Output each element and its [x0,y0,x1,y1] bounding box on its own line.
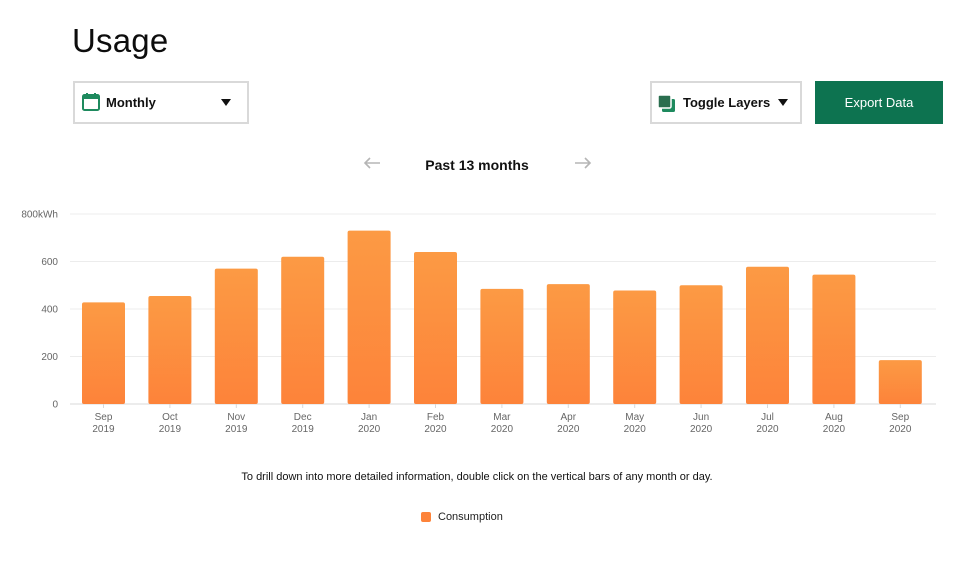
toggle-layers-label: Toggle Layers [683,95,771,110]
y-tick-label: 600 [41,257,58,268]
toggle-layers-select[interactable]: Toggle Layers [650,81,802,124]
drilldown-hint: To drill down into more detailed informa… [241,471,713,483]
bar-jun-2020[interactable] [679,285,723,404]
bar-feb-2020[interactable] [414,252,457,404]
arrow-left-icon[interactable] [363,156,381,170]
x-tick-label: Dec 2019 [292,412,315,435]
x-tick-label: Mar 2020 [491,412,514,435]
page-title: Usage [72,22,169,59]
chevron-down-icon [778,99,788,106]
bar-oct-2019[interactable] [148,295,192,404]
bar-may-2020[interactable] [613,290,657,404]
period-label: Past 13 months [425,157,529,173]
legend-item-consumption[interactable]: Consumption [421,511,503,523]
legend-swatch [421,512,431,522]
arrow-right-icon[interactable] [574,156,592,170]
x-tick-label: Aug 2020 [823,412,846,435]
bar-aug-2020[interactable] [812,274,856,404]
y-tick-label: 400 [41,305,58,316]
y-tick-label: 0 [52,400,58,411]
x-tick-label: Jul 2020 [756,412,779,435]
bar-dec-2019[interactable] [281,256,325,404]
bar-mar-2020[interactable] [480,288,524,404]
x-tick-label: Feb 2020 [424,412,447,435]
period-select-label: Monthly [106,95,156,110]
bar-nov-2019[interactable] [214,268,258,404]
usage-bar-chart: 0 200 400 600 800kWh Sep 2019 Oct 2019 Nov 2019 De… [21,210,936,435]
legend-label: Consumption [438,511,503,523]
chart-x-labels: Sep 2019 Oct 2019 Nov 2019 Dec 2019 Jan 2020 Feb 20… [92,404,912,435]
bar-sep-2020[interactable] [878,360,922,404]
bar-apr-2020[interactable] [546,284,590,404]
x-tick-label: Sep 2020 [889,412,912,435]
bar-jan-2020[interactable] [347,230,391,404]
x-tick-label: May 2020 [624,412,647,435]
y-tick-label: 200 [41,352,58,363]
bar-sep-2019[interactable] [82,302,125,404]
calendar-icon [82,93,100,111]
chart-bars [82,230,922,404]
x-tick-label: Nov 2019 [225,412,248,435]
chevron-down-icon [221,99,231,106]
x-tick-label: Sep 2019 [92,412,115,435]
export-data-button[interactable]: Export Data [815,81,943,124]
x-tick-label: Apr 2020 [557,412,580,435]
layers-icon [657,94,675,112]
x-tick-label: Jun 2020 [690,412,713,435]
bar-jul-2020[interactable] [746,266,789,404]
x-tick-label: Jan 2020 [358,412,381,435]
y-tick-label: 800kWh [21,210,58,221]
x-tick-label: Oct 2019 [159,412,182,435]
period-select[interactable]: Monthly [73,81,249,124]
